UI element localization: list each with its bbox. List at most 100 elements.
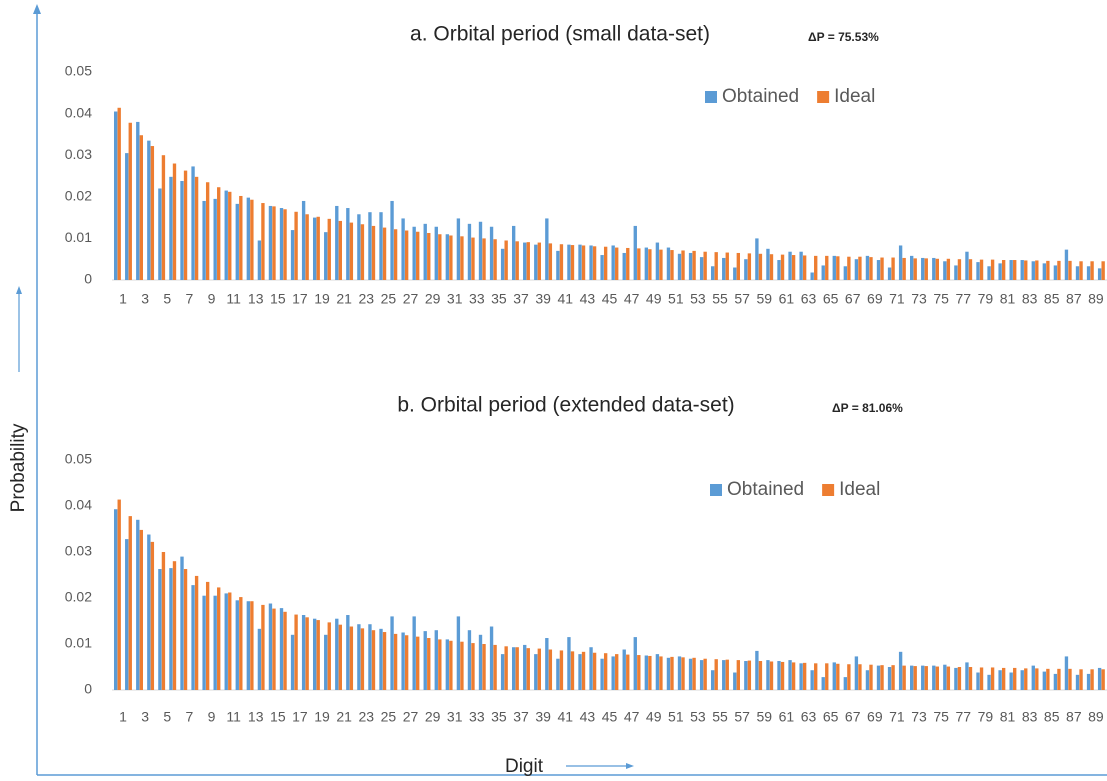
bar [648,249,652,280]
x-tick-label: 35 [491,291,507,307]
bar [478,634,483,690]
bar [902,665,906,690]
bar [921,665,925,690]
bar [294,211,298,280]
bar [1013,260,1017,280]
bar [224,190,228,280]
bar [946,666,951,690]
bar [158,188,162,280]
bar [559,650,564,690]
bar [744,259,748,280]
bar [581,651,586,690]
bar [681,657,685,690]
bar [876,260,881,280]
bar [821,265,825,280]
bar [427,232,431,280]
bar [688,658,693,690]
x-tick-label: 21 [336,291,352,307]
y-tick-label: 0.01 [65,635,92,651]
bar [968,667,973,690]
x-tick-label: 17 [292,291,308,307]
bar [257,240,262,280]
bar [500,654,505,690]
bar [213,198,217,280]
x-tick-label: 31 [447,709,463,725]
bar [887,667,892,690]
bar [117,499,121,690]
legend-label: Ideal [839,479,880,500]
x-tick-label: 19 [314,291,330,307]
legend-swatch [822,484,835,496]
bar [979,667,984,690]
bar [290,230,295,280]
bar [581,245,586,280]
x-tick-label: 13 [248,709,264,725]
bar [854,259,859,280]
bar [825,255,829,280]
bar [412,616,416,690]
bar [272,206,276,280]
bar [659,249,663,280]
bar [902,257,906,280]
y-tick-label: 0.01 [65,229,92,245]
x-tick-label: 65 [823,709,839,725]
bar [979,259,984,280]
x-tick-label: 61 [779,709,795,725]
x-tick-label: 73 [911,291,927,307]
bar [692,657,696,690]
bar [957,667,962,690]
bar [880,665,884,690]
bar [478,221,483,280]
bar [460,236,464,280]
bar [898,651,903,690]
bar [1064,249,1069,280]
x-tick-label: 87 [1066,291,1082,307]
bar [113,111,118,281]
bar [1042,671,1047,690]
bar [117,107,121,280]
bar [637,655,641,690]
x-tick-label: 41 [557,291,573,307]
bar [172,163,177,280]
bar [802,255,807,280]
bar [1097,667,1102,690]
bar [228,191,232,280]
bar [456,218,461,280]
x-tick-label: 81 [1000,709,1016,725]
bar [147,140,151,280]
legend-label: Obtained [727,479,804,500]
bar [847,664,851,690]
bar [301,615,306,690]
bar [766,248,770,280]
bar [1035,260,1039,280]
bar [626,654,630,690]
arrow-head [33,4,41,14]
x-tick-label: 61 [779,291,795,307]
bar [578,244,582,280]
x-tick-label: 5 [163,291,171,307]
bar [523,644,527,690]
bar [633,637,637,690]
bar [777,661,781,690]
bar [217,187,221,280]
arrow-head [16,286,22,294]
bar [161,552,166,690]
bar [622,252,626,280]
bar [360,628,365,690]
x-tick-label: 67 [845,291,861,307]
bar [371,630,376,690]
x-tick-label: 47 [624,291,640,307]
bar [570,245,575,280]
bar [290,634,295,690]
bar [150,146,155,280]
bar [681,250,685,280]
bar [283,611,287,690]
x-tick-label: 57 [734,709,750,725]
bar [1046,668,1050,690]
bar [180,556,184,690]
legend-swatch [705,91,717,103]
legend-label: Obtained [722,86,799,107]
bar [909,255,914,280]
bar [534,654,538,690]
